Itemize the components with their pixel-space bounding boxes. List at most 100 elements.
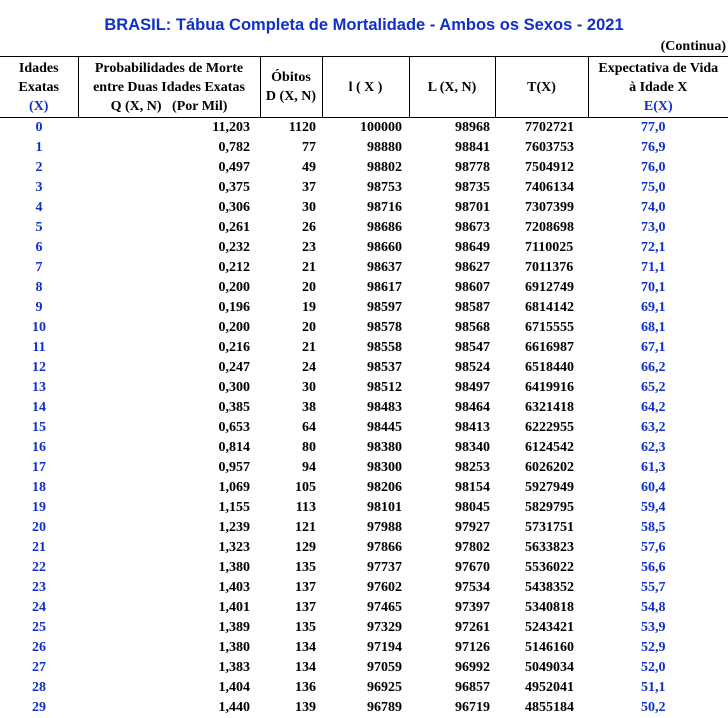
obitos-cell: 137	[260, 598, 322, 618]
age-cell: 21	[0, 538, 78, 558]
expectativa-cell: 63,2	[588, 418, 728, 438]
tx-cell: 6715555	[495, 318, 588, 338]
Lxn-cell: 98464	[409, 398, 495, 418]
prob-cell: 1,380	[78, 638, 260, 658]
expectativa-cell: 51,1	[588, 678, 728, 698]
obitos-cell: 38	[260, 398, 322, 418]
Lxn-cell: 98968	[409, 118, 495, 139]
lx-cell: 98558	[322, 338, 409, 358]
obitos-cell: 135	[260, 618, 322, 638]
header-idades: Idades Exatas (X)	[0, 57, 78, 118]
age-cell: 6	[0, 238, 78, 258]
lx-cell: 98597	[322, 298, 409, 318]
age-cell: 20	[0, 518, 78, 538]
prob-cell: 0,375	[78, 178, 260, 198]
continua-label: (Continua)	[661, 39, 726, 55]
lx-cell: 98445	[322, 418, 409, 438]
tx-cell: 5438352	[495, 578, 588, 598]
table-header-row: Idades Exatas (X) Probabilidades de Mort…	[0, 57, 728, 118]
age-cell: 5	[0, 218, 78, 238]
obitos-cell: 129	[260, 538, 322, 558]
expectativa-cell: 57,6	[588, 538, 728, 558]
lx-cell: 98512	[322, 378, 409, 398]
age-cell: 26	[0, 638, 78, 658]
lx-cell: 98483	[322, 398, 409, 418]
age-cell: 25	[0, 618, 78, 638]
prob-cell: 0,196	[78, 298, 260, 318]
prob-cell: 1,383	[78, 658, 260, 678]
prob-cell: 0,306	[78, 198, 260, 218]
lx-cell: 97988	[322, 518, 409, 538]
lx-cell: 97737	[322, 558, 409, 578]
obitos-cell: 20	[260, 278, 322, 298]
tx-cell: 6124542	[495, 438, 588, 458]
tx-cell: 7504912	[495, 158, 588, 178]
Lxn-cell: 98045	[409, 498, 495, 518]
prob-cell: 0,261	[78, 218, 260, 238]
header-exp-line-2: à Idade X	[589, 78, 728, 97]
obitos-cell: 77	[260, 138, 322, 158]
age-cell: 1	[0, 138, 78, 158]
prob-cell: 1,401	[78, 598, 260, 618]
tx-cell: 7603753	[495, 138, 588, 158]
tx-cell: 7307399	[495, 198, 588, 218]
expectativa-cell: 53,9	[588, 618, 728, 638]
prob-cell: 0,385	[78, 398, 260, 418]
prob-cell: 1,389	[78, 618, 260, 638]
Lxn-cell: 98587	[409, 298, 495, 318]
expectativa-cell: 62,3	[588, 438, 728, 458]
expectativa-cell: 64,2	[588, 398, 728, 418]
obitos-cell: 134	[260, 658, 322, 678]
tx-cell: 7702721	[495, 118, 588, 139]
prob-cell: 0,653	[78, 418, 260, 438]
lx-cell: 97329	[322, 618, 409, 638]
obitos-cell: 26	[260, 218, 322, 238]
age-cell: 17	[0, 458, 78, 478]
prob-cell: 0,782	[78, 138, 260, 158]
lx-cell: 98300	[322, 458, 409, 478]
expectativa-cell: 58,5	[588, 518, 728, 538]
header-obitos-line-1: Óbitos	[261, 68, 322, 87]
prob-cell: 0,200	[78, 318, 260, 338]
prob-cell: 0,814	[78, 438, 260, 458]
expectativa-cell: 60,4	[588, 478, 728, 498]
expectativa-cell: 54,8	[588, 598, 728, 618]
Lxn-cell: 98547	[409, 338, 495, 358]
tx-cell: 5049034	[495, 658, 588, 678]
age-cell: 7	[0, 258, 78, 278]
lx-cell: 97059	[322, 658, 409, 678]
mortality-table: Idades Exatas (X) Probabilidades de Mort…	[0, 56, 728, 718]
Lxn-cell: 97802	[409, 538, 495, 558]
obitos-cell: 135	[260, 558, 322, 578]
header-exp-line-1: Expectativa de Vida	[589, 59, 728, 78]
age-cell: 11	[0, 338, 78, 358]
tx-cell: 4952041	[495, 678, 588, 698]
obitos-cell: 1120	[260, 118, 322, 139]
tx-cell: 5536022	[495, 558, 588, 578]
obitos-cell: 24	[260, 358, 322, 378]
tx-cell: 6222955	[495, 418, 588, 438]
age-cell: 9	[0, 298, 78, 318]
tx-cell: 6518440	[495, 358, 588, 378]
expectativa-cell: 61,3	[588, 458, 728, 478]
age-cell: 10	[0, 318, 78, 338]
age-cell: 28	[0, 678, 78, 698]
expectativa-cell: 52,0	[588, 658, 728, 678]
expectativa-cell: 66,2	[588, 358, 728, 378]
lx-cell: 97602	[322, 578, 409, 598]
expectativa-cell: 76,9	[588, 138, 728, 158]
prob-cell: 1,069	[78, 478, 260, 498]
prob-cell: 0,216	[78, 338, 260, 358]
obitos-cell: 30	[260, 378, 322, 398]
